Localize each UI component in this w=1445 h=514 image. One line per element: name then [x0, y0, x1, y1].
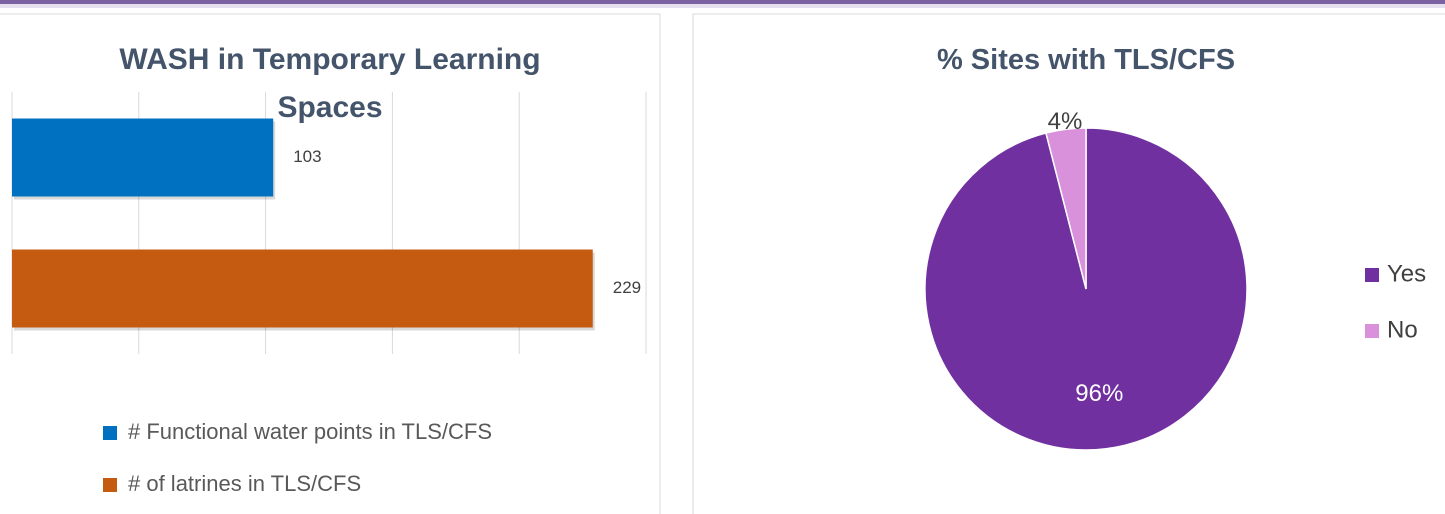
- bar: [12, 118, 274, 197]
- legend-label: Yes: [1387, 260, 1426, 287]
- legend-label: # Functional water points in TLS/CFS: [128, 419, 492, 444]
- legend-swatch: [103, 478, 117, 492]
- data-label: 96%: [1075, 380, 1123, 407]
- legend-label: # of latrines in TLS/CFS: [128, 471, 361, 496]
- panel: [0, 13, 661, 514]
- bar: [12, 249, 593, 328]
- chart-title: % Sites with TLS/CFS: [936, 44, 1236, 76]
- top-band-light: [0, 4, 1445, 8]
- pie-slice: [1045, 127, 1087, 290]
- data-label: 103: [293, 147, 321, 166]
- legend-swatch: [1365, 268, 1379, 282]
- top-band: [0, 0, 1445, 4]
- legend-label: No: [1387, 316, 1418, 343]
- data-label: 4%: [1048, 108, 1083, 135]
- panel: [692, 13, 1445, 514]
- legend-swatch: [1365, 324, 1379, 338]
- data-label: 229: [613, 278, 641, 297]
- legend-swatch: [103, 426, 117, 440]
- chart-title: WASH in Temporary Learning Spaces: [119, 43, 541, 124]
